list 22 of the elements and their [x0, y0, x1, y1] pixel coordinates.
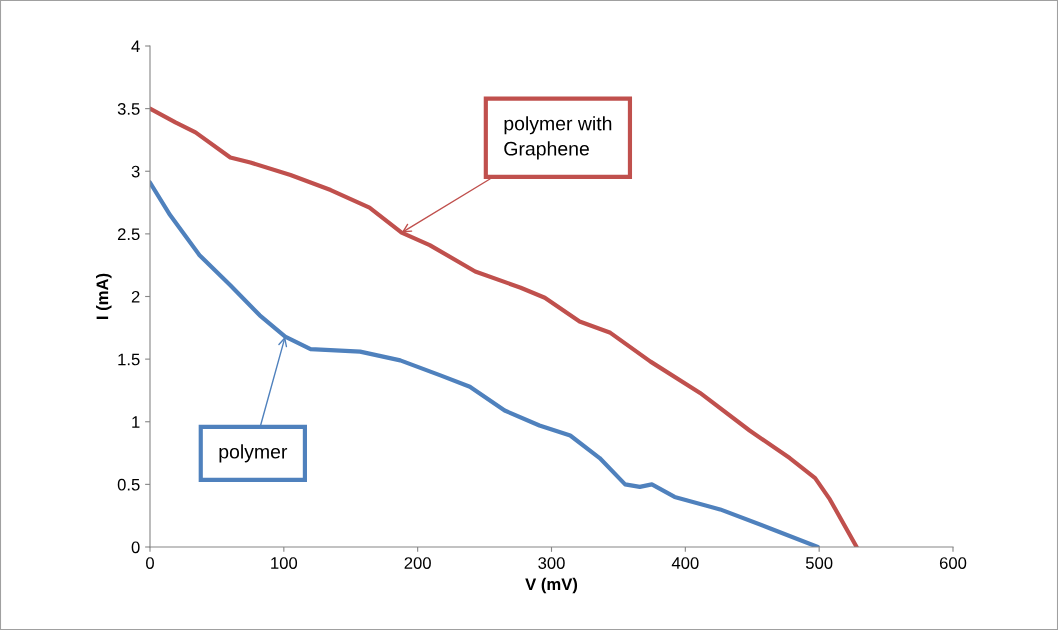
x-tick-label: 400: [671, 557, 699, 569]
x-tick-label: 200: [404, 557, 431, 569]
y-tick-label: 2: [131, 290, 140, 303]
x-tick-label: 300: [538, 557, 565, 569]
y-tick-label: 3.5: [117, 103, 140, 115]
y-axis-title: I (mA): [96, 273, 112, 319]
annotation: polymer with Graphene: [504, 116, 612, 160]
x-tick-label: 0: [146, 557, 154, 569]
line-series: [150, 106, 859, 547]
y-tick-label: 0.5: [117, 478, 140, 491]
x-tick-label: 500: [805, 557, 833, 569]
x-axis-title: V (mV): [525, 577, 578, 594]
y-tick-label: 1: [132, 416, 140, 428]
y-tick-label: 4: [131, 40, 140, 53]
y-tick-label: 2.5: [117, 228, 140, 241]
y-tick-label: 1.5: [118, 353, 140, 366]
line-series: [150, 180, 820, 547]
y-tick-label: 0: [131, 541, 140, 554]
annotation: polymer: [219, 444, 288, 463]
x-tick-label: 600: [939, 557, 967, 569]
y-tick-label: 3: [131, 165, 140, 178]
x-tick-label: 100: [271, 557, 298, 569]
